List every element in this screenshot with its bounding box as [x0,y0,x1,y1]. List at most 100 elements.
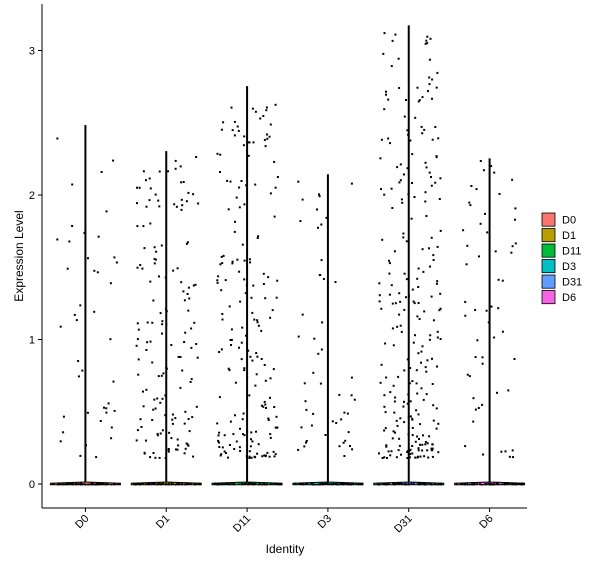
point-d3 [351,448,354,451]
point-d3 [300,426,303,429]
zero-point-d11 [270,483,272,485]
zero-point-d1 [164,483,166,485]
point-d31 [439,307,442,310]
point-d11 [226,179,229,182]
point-d11 [227,456,229,459]
point-d11 [240,358,243,361]
point-d1 [143,247,146,250]
point-d1 [146,341,149,344]
point-d11 [243,369,246,372]
point-d31 [387,137,390,140]
point-d0 [105,210,108,213]
zero-point-d1 [170,483,172,486]
legend: D0 D1 D11 D3 D31 D6 [541,212,582,305]
zero-point-d31 [436,483,439,486]
point-d11 [242,144,245,147]
point-d1 [167,448,170,451]
zero-point-d1 [189,482,192,485]
point-d11 [273,160,276,163]
point-d11 [243,259,246,262]
point-d11 [221,262,224,265]
zero-point-d0 [91,484,93,486]
zero-point-d11 [249,482,251,485]
zero-point-d11 [244,483,246,485]
point-d1 [152,408,155,411]
point-d1 [161,323,164,326]
point-d31 [399,300,402,303]
point-d6 [512,456,514,459]
zero-point-d11 [258,483,260,485]
zero-point-d0 [91,482,93,485]
point-d31 [388,293,391,296]
point-d31 [408,295,410,298]
point-d31 [424,366,427,369]
point-d1 [160,244,163,247]
point-d1 [142,225,145,228]
point-d31 [390,450,393,453]
zero-point-d31 [424,484,426,486]
point-d0 [109,338,112,341]
point-d1 [185,442,188,445]
zero-point-d6 [485,483,488,485]
zero-point-d0 [81,483,83,486]
point-d31 [387,98,390,101]
zero-point-d31 [428,482,431,485]
point-d6 [464,300,467,303]
point-d11 [276,426,279,429]
zero-point-d31 [422,482,425,485]
point-d11 [269,436,272,439]
point-d31 [400,330,403,333]
point-d6 [508,455,511,458]
zero-point-d3 [303,483,305,486]
point-d3 [318,193,320,196]
point-d1 [152,452,155,454]
zero-point-d11 [215,483,218,486]
point-d11 [221,313,224,315]
point-d31 [425,166,428,169]
point-d1 [167,450,170,453]
point-d31 [424,42,427,45]
point-d6 [511,245,514,248]
point-d3 [342,441,345,444]
point-d6 [479,160,482,162]
point-d31 [394,396,397,399]
point-d11 [250,456,253,459]
point-d31 [398,313,401,316]
zero-point-d6 [501,483,504,485]
point-d11 [231,260,234,263]
zero-point-d0 [110,483,113,486]
point-d31 [416,315,419,318]
point-d11 [221,446,224,449]
point-d1 [190,346,193,349]
zero-point-d0 [84,484,87,486]
zero-point-d6 [476,482,478,485]
point-d1 [145,179,147,182]
point-d11 [242,412,245,415]
point-d3 [303,382,306,385]
point-d31 [400,453,402,456]
point-d31 [418,318,421,320]
zero-point-d11 [247,482,249,485]
point-d0 [62,415,65,418]
point-d1 [145,388,148,391]
point-d11 [272,368,275,371]
point-d11 [262,283,265,285]
point-d11 [243,278,246,281]
y-tick-label: 2 [29,190,35,202]
point-d31 [407,450,409,452]
zero-point-d1 [149,483,151,486]
point-d31 [411,452,414,455]
zero-point-d3 [343,482,345,485]
legend-label-d6: D6 [562,292,576,304]
zero-point-d11 [222,483,225,485]
point-d1 [171,413,174,416]
point-d31 [413,302,416,305]
point-d31 [390,65,393,68]
point-d31 [430,295,433,298]
point-d1 [188,430,191,433]
point-d1 [179,386,182,389]
point-d1 [195,156,198,158]
zero-point-d1 [158,483,161,485]
violin-layer [49,25,526,486]
